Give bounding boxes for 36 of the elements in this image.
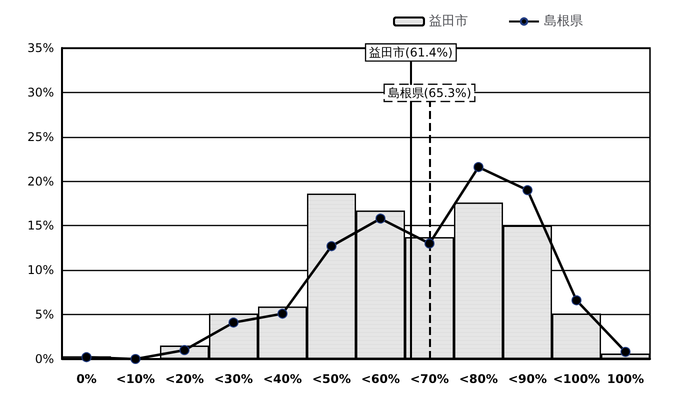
y-tick-label: 5% — [34, 308, 54, 322]
x-tick-label: <60% — [361, 372, 400, 386]
y-tick-label: 25% — [27, 130, 54, 144]
y-tick-label: 20% — [27, 174, 54, 188]
point — [376, 214, 386, 224]
x-tick-label: <50% — [312, 372, 351, 386]
y-tick-label: 10% — [27, 263, 54, 278]
x-tick-label: <40% — [263, 372, 302, 386]
x-tick-label: 100% — [606, 372, 644, 386]
x-tick-label: <100% — [552, 372, 600, 386]
x-tick-label: <30% — [214, 372, 253, 386]
point — [130, 354, 140, 364]
legend-label: 益田市 — [429, 14, 468, 29]
point — [474, 162, 484, 172]
point — [326, 241, 336, 252]
point — [522, 185, 532, 196]
x-tick-label: <80% — [459, 372, 498, 386]
x-tick-label: <10% — [116, 372, 155, 386]
y-tick-label: 30% — [27, 85, 54, 100]
x-tick-label: <90% — [508, 372, 547, 386]
ref-line-label: 益田市(61.4%) — [369, 45, 453, 60]
ref-line-label: 島根県(65.3%) — [388, 86, 472, 100]
legend-label: 島根県 — [544, 14, 583, 29]
x-tick-label: <20% — [165, 372, 204, 386]
x-tick-label: <70% — [410, 372, 449, 386]
y-tick-label: 35% — [27, 41, 54, 55]
point — [424, 238, 434, 248]
point — [82, 352, 92, 362]
point — [228, 318, 238, 328]
point — [572, 295, 582, 306]
x-tick-label: 0% — [76, 372, 97, 386]
y-tick-label: 15% — [27, 218, 54, 233]
y-tick-label: 0% — [34, 352, 54, 366]
point — [620, 346, 630, 357]
point — [180, 345, 190, 356]
point — [278, 308, 288, 319]
